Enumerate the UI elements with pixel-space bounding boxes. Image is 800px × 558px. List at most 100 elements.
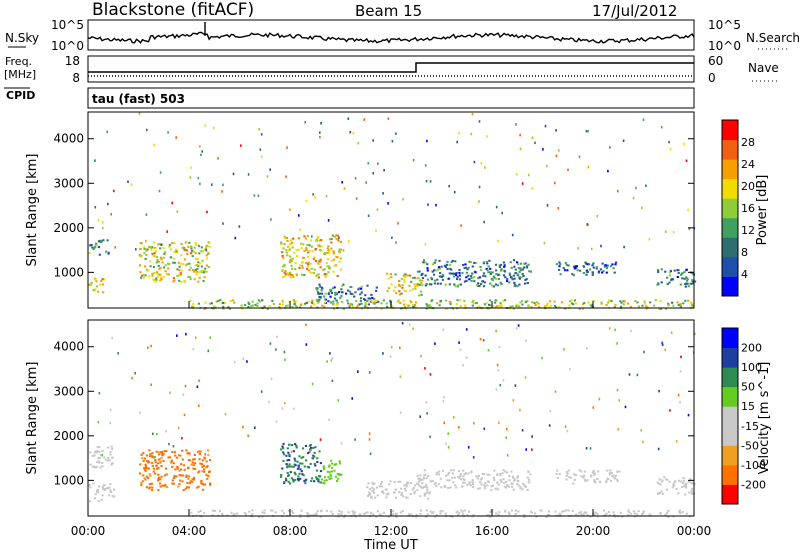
velocity-cell-3-109	[313, 451, 316, 454]
velocity-cell-5-59	[400, 487, 403, 490]
power-cell-6-9	[437, 268, 440, 271]
power-cell-6-139	[489, 267, 492, 270]
power-cell-3-153	[284, 270, 287, 272]
velocity-cell-9-57	[456, 510, 459, 513]
power-cell-3-85	[336, 256, 339, 259]
power-cell-9-111	[233, 301, 236, 304]
power-cell-2-28	[197, 280, 200, 283]
velocity-cell-5-3	[372, 483, 375, 486]
power-sparse-cell-36	[460, 224, 462, 227]
power-cell-9-163	[266, 307, 269, 310]
power-cell-6-173	[433, 279, 437, 282]
power-cell-2-127	[154, 250, 157, 253]
velocity-cell-5-70	[398, 491, 401, 494]
velocity-cell-9-102	[667, 515, 670, 518]
power-cell-5-45	[400, 292, 403, 295]
power-cell-3-70	[307, 251, 310, 254]
power-cell-9-309	[459, 305, 462, 307]
velocity-cell-3-53	[288, 465, 291, 468]
velocity-cell-5-75	[369, 493, 372, 496]
power-cell-8-41	[683, 277, 686, 280]
velocity-cell-9-131	[199, 510, 202, 512]
velocity-sparse-cell-55	[564, 425, 567, 428]
velocity-cell-9-65	[678, 510, 681, 513]
power-cell-9-142	[279, 307, 282, 310]
velocity-cell-5-10	[367, 482, 370, 485]
power-cell-8-20	[677, 272, 680, 274]
power-cell-6-26	[487, 265, 490, 268]
velocity-cell-2-174	[159, 478, 162, 481]
power-cell-7-49	[574, 265, 577, 268]
power-cell-7-1	[576, 269, 579, 272]
velocity-sparse-cell-69	[351, 397, 353, 400]
power-cell-9-47	[535, 301, 538, 304]
velocity-cell-7-24	[608, 472, 612, 475]
velocity-cell-5-71	[385, 488, 388, 491]
power-cell-5-51	[412, 276, 415, 279]
velocity-cell-9-11	[633, 515, 636, 518]
velocity-cell-5-69	[393, 491, 396, 494]
velocity-cell-9-143	[391, 509, 394, 512]
velocity-sparse-cell-92	[429, 373, 432, 376]
velocity-cell-2-158	[183, 468, 186, 471]
velocity-cell-4-19	[324, 476, 327, 479]
power-cell-9-232	[311, 299, 314, 302]
power-sparse-cell-7	[397, 222, 399, 225]
velocity-ytick-label-1: 2000	[53, 429, 84, 443]
velocity-cell-8-21	[674, 480, 677, 483]
velocity-colorbar-tick-1: -100	[741, 459, 766, 472]
power-cell-3-172	[336, 234, 339, 237]
velocity-cell-9-80	[408, 513, 411, 516]
power-cell-5-0	[409, 289, 412, 292]
power-cell-9-41	[313, 303, 316, 306]
velocity-sparse-cell-148	[541, 356, 543, 360]
velocity-cell-2-51	[170, 459, 173, 462]
power-cell-9-100	[525, 300, 528, 303]
velocity-sparse-cell-175	[548, 424, 551, 427]
velocity-cell-6-73	[477, 474, 480, 477]
velocity-cell-9-87	[523, 515, 526, 518]
power-cell-6-22	[452, 272, 455, 275]
power-cell-3-170	[294, 262, 297, 265]
velocity-cell-4-26	[336, 480, 339, 482]
velocity-cell-9-191	[487, 513, 490, 516]
power-cell-9-136	[512, 307, 515, 310]
power-sparse-cell-146	[347, 117, 350, 120]
power-sparse-cell-61	[299, 228, 301, 231]
power-sparse-cell-54	[402, 198, 404, 201]
power-sparse-cell-131	[166, 230, 168, 233]
power-cell-6-98	[519, 262, 522, 265]
velocity-sparse-cell-74	[563, 348, 565, 351]
velocity-cell-2-44	[175, 475, 178, 478]
velocity-cell-2-201	[146, 460, 150, 463]
velocity-cell-5-79	[406, 481, 409, 484]
velocity-cell-2-180	[157, 462, 160, 465]
power-cell-5-32	[390, 276, 393, 279]
power-colorbar-swatch-1	[722, 256, 738, 277]
power-cell-6-81	[450, 261, 453, 264]
power-sparse-cell-73	[395, 241, 397, 244]
velocity-cell-3-96	[303, 465, 306, 468]
velocity-cell-2-34	[181, 449, 184, 452]
power-sparse-cell-154	[153, 143, 155, 147]
velocity-sparse-cell-37	[521, 429, 524, 432]
velocity-cell-5-37	[403, 487, 406, 490]
power-cell-9-206	[500, 303, 503, 306]
power-cell-8-40	[684, 283, 687, 285]
velocity-cell-3-8	[314, 446, 317, 449]
velocity-cell-2-181	[157, 479, 160, 482]
velocity-cell-9-43	[547, 510, 550, 513]
velocity-cell-4-22	[339, 462, 342, 465]
power-cell-7-22	[565, 263, 568, 266]
power-cell-3-130	[326, 265, 329, 268]
power-cell-3-178	[317, 276, 320, 279]
power-cell-2-122	[187, 245, 190, 248]
power-cell-6-145	[517, 273, 520, 276]
power-cell-6-147	[486, 269, 489, 271]
velocity-cell-7-10	[610, 472, 613, 474]
power-cell-2-179	[139, 248, 142, 250]
freq-panel-frame	[87, 55, 695, 83]
power-cell-2-191	[154, 280, 157, 283]
power-cell-2-132	[198, 276, 201, 279]
velocity-sparse-cell-171	[309, 449, 311, 452]
